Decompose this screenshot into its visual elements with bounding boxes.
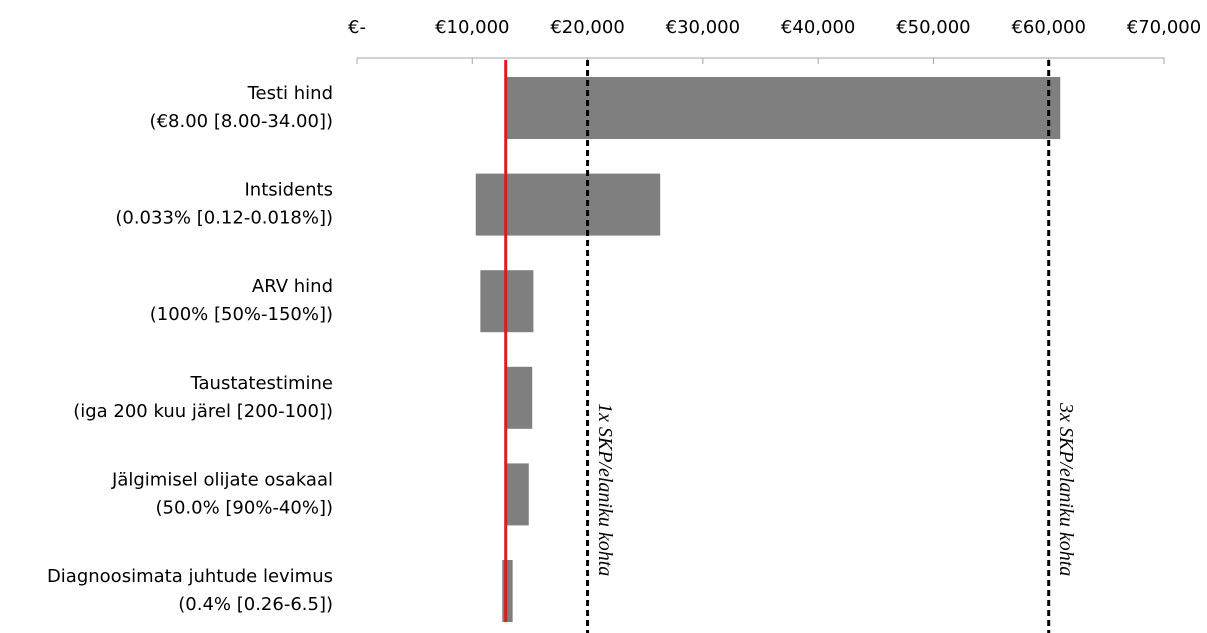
category-label: Diagnoosimata juhtude levimus [47, 566, 333, 587]
bar [505, 463, 529, 526]
bar [475, 173, 661, 236]
x-tick-label: €70,000 [1127, 17, 1201, 38]
category-label: (iga 200 kuu järel [200-100]) [73, 401, 333, 422]
bar [502, 560, 513, 622]
x-tick-label: €50,000 [896, 17, 970, 38]
x-tick-label: €- [348, 17, 366, 38]
category-label: (50.0% [90%-40%]) [155, 497, 333, 518]
x-tick-label: €60,000 [1011, 17, 1085, 38]
category-label: (€8.00 [8.00-34.00]) [150, 111, 333, 132]
category-label: (0.4% [0.26-6.5]) [178, 594, 333, 615]
category-label: Intsidents [245, 180, 334, 201]
x-tick-label: €30,000 [666, 17, 740, 38]
category-label: ARV hind [252, 276, 333, 297]
bar [505, 366, 533, 429]
category-label: Taustatestimine [189, 373, 333, 394]
x-tick-label: €20,000 [550, 17, 624, 38]
category-label: Testi hind [247, 83, 333, 104]
annotation: 1x SKP/elaniku kohta [594, 403, 616, 576]
category-label: (0.033% [0.12-0.018%]) [115, 208, 333, 229]
category-label: Jälgimisel olijate osakaal [111, 469, 333, 490]
category-label: (100% [50%-150%]) [150, 304, 333, 325]
annotation: 3x SKP/elaniku kohta [1055, 402, 1077, 576]
bar [505, 77, 1061, 139]
x-tick-label: €40,000 [781, 17, 855, 38]
x-tick-label: €10,000 [435, 17, 509, 38]
